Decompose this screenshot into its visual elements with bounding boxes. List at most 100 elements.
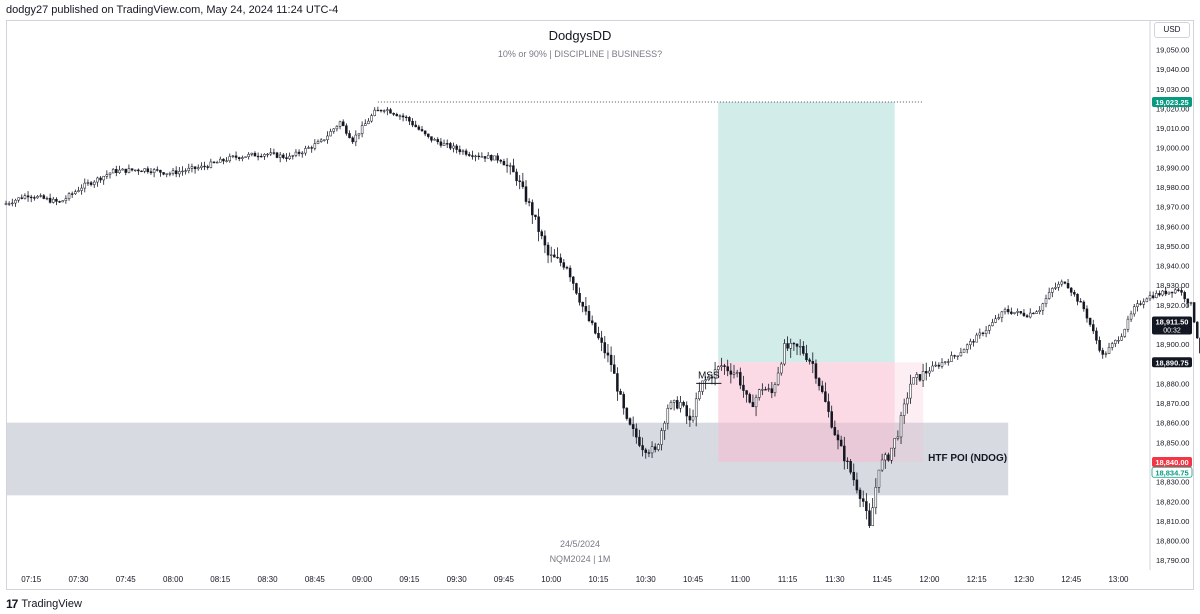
candle-body xyxy=(1082,301,1086,310)
candle xyxy=(209,158,213,169)
candle-body xyxy=(931,365,934,372)
candle-body xyxy=(149,171,153,173)
candle-body xyxy=(792,342,796,345)
candle xyxy=(666,404,670,430)
candle xyxy=(1196,321,1199,339)
candle-body xyxy=(906,397,909,405)
candle-body xyxy=(720,365,723,368)
candle xyxy=(855,472,859,494)
candle xyxy=(490,154,493,162)
candle-body xyxy=(947,361,950,363)
candle xyxy=(1092,319,1095,335)
candle-body xyxy=(1148,295,1152,300)
candle-body xyxy=(1054,287,1057,289)
candle-body xyxy=(133,169,137,171)
candle-body xyxy=(244,156,247,158)
candle-body xyxy=(839,439,843,447)
candle-body xyxy=(1177,289,1180,291)
candle-body xyxy=(928,370,931,374)
candle xyxy=(527,198,531,207)
candle xyxy=(1066,279,1070,289)
candle-body xyxy=(193,166,197,170)
x-tick-label: 09:30 xyxy=(447,575,468,584)
candle-body xyxy=(461,150,465,153)
candle xyxy=(149,167,153,175)
candle-body xyxy=(1110,343,1114,348)
candle-body xyxy=(559,257,562,263)
y-tick-label: 18,790.00 xyxy=(1156,556,1189,565)
candle-body xyxy=(824,391,827,402)
candle xyxy=(313,139,317,151)
candle-body xyxy=(168,173,172,175)
price-tag-label: 18,911.50 xyxy=(1156,318,1189,327)
candle xyxy=(685,401,688,424)
candle-body xyxy=(1123,329,1127,337)
candle xyxy=(729,363,733,384)
candle xyxy=(716,365,720,378)
candle xyxy=(1028,308,1032,319)
candle xyxy=(628,417,632,426)
candle-body xyxy=(1025,315,1029,318)
candle xyxy=(190,163,194,173)
candle-body xyxy=(543,235,547,246)
candle xyxy=(474,154,477,162)
candle xyxy=(616,367,619,401)
candle xyxy=(515,168,518,186)
y-tick-label: 18,940.00 xyxy=(1156,262,1189,271)
x-tick-label: 10:15 xyxy=(588,575,609,584)
candle xyxy=(464,148,468,157)
candle-body xyxy=(732,372,736,375)
candle xyxy=(798,339,802,356)
candle-body xyxy=(950,355,953,362)
candle xyxy=(732,364,736,379)
candle xyxy=(871,498,874,526)
candle-body xyxy=(319,139,323,142)
candle xyxy=(625,407,629,421)
candle xyxy=(1095,327,1098,345)
candle xyxy=(146,166,150,174)
currency-button[interactable]: USD xyxy=(1154,22,1190,38)
candle xyxy=(754,394,758,417)
candle-body xyxy=(880,459,884,471)
candle xyxy=(1085,305,1089,323)
candle-body xyxy=(830,411,833,428)
candle xyxy=(455,144,458,154)
candle xyxy=(329,128,332,137)
candle xyxy=(118,165,121,174)
candle-body xyxy=(742,384,745,391)
candle xyxy=(884,452,887,469)
candle xyxy=(382,109,386,114)
candle xyxy=(373,107,376,117)
candle-body xyxy=(55,198,58,202)
candle xyxy=(824,382,827,403)
candle xyxy=(77,186,80,193)
y-tick-label: 18,830.00 xyxy=(1156,478,1189,487)
candle xyxy=(1129,310,1133,322)
candle-body xyxy=(33,197,36,199)
candle xyxy=(436,137,440,145)
candle xyxy=(641,437,644,457)
candle xyxy=(143,168,146,174)
candle-body xyxy=(137,169,140,172)
tradingview-logo[interactable]: 17 TradingView xyxy=(6,597,82,611)
candle-body xyxy=(893,438,896,449)
candle-body xyxy=(231,155,235,157)
candle-body xyxy=(890,447,893,461)
candle-body xyxy=(817,378,821,387)
candle-body xyxy=(1066,283,1070,289)
candle xyxy=(272,148,276,155)
candle xyxy=(11,198,14,207)
candle xyxy=(852,463,856,486)
candle xyxy=(631,416,635,437)
candle xyxy=(4,200,8,206)
candle xyxy=(1051,287,1054,298)
candle-body xyxy=(99,177,102,181)
candle xyxy=(584,296,588,316)
candle xyxy=(89,181,93,187)
candle-body xyxy=(1022,312,1026,316)
x-tick-label: 07:30 xyxy=(68,575,89,584)
candle xyxy=(48,193,52,204)
candle xyxy=(55,197,58,206)
candle-body xyxy=(200,165,203,168)
